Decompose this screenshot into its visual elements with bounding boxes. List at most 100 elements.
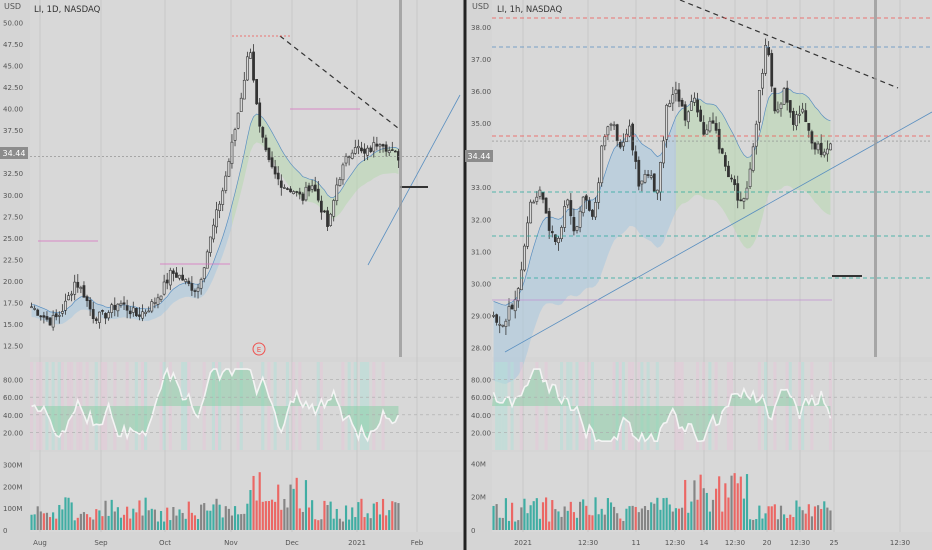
volume-bar [388,510,391,530]
candle-body [88,300,92,310]
volume-bar [619,518,622,530]
osc-zone-bar [587,362,591,450]
left-volume-pane[interactable] [30,452,462,532]
candle-body [634,151,638,162]
y-tick-label: 37.50 [3,127,23,135]
candle-body [64,300,67,311]
candle-body [233,129,237,141]
candle-body [498,323,502,326]
earnings-icon[interactable] [252,342,266,356]
osc-zone-bar [569,362,573,450]
x-tick-label: 12:30 [790,539,810,547]
right-drawings [492,0,932,357]
volume-bar [545,497,548,530]
volume-bar [823,501,826,530]
right-chart-panel[interactable]: 38.0037.0036.0035.0034.0033.0032.0031.00… [465,0,932,547]
y-tick-label: 17.50 [3,299,23,307]
candle-body [563,206,567,228]
volume-bar [662,498,665,530]
left-chart-panel[interactable]: 50.0047.5045.0042.5040.0037.5035.0032.50… [0,0,462,547]
osc-zone-bar [125,362,129,450]
left-price-label: 34.44 [3,149,26,158]
right-oscillator-pane[interactable] [492,362,932,450]
volume-bar [498,517,501,530]
volume-bar [172,507,175,530]
volume-bar [267,501,271,530]
volume-bar [755,519,758,530]
candle-body [298,191,302,195]
volume-bar [230,515,234,530]
volume-bar [721,511,724,530]
ma-cloud-blue [31,204,232,325]
volume-bar [48,517,52,530]
volume-bar [314,519,317,530]
volume-bar [397,503,400,530]
volume-bar [795,500,798,530]
candle-body [754,123,758,147]
candle-body [513,299,517,312]
osc-zone-bar [798,362,802,450]
volume-bar [625,508,628,530]
candle-body [76,281,80,288]
candle-body [615,124,619,142]
volume-bar [745,474,749,530]
osc-zone-bar [646,362,650,450]
candle-body [67,295,70,301]
osc-zone-bar [708,362,712,450]
candle-body [245,56,249,81]
osc-zone-bar [273,362,277,450]
volume-bar [307,507,311,530]
candle-body [581,196,585,214]
volume-bar [320,519,323,530]
volume-bar [560,516,563,530]
osc-zone-bar [615,362,619,450]
candle-body [356,145,360,149]
volume-bar [73,520,76,530]
osc-zone-bar [359,362,363,450]
candle-body [335,184,339,202]
volume-bar [391,501,394,530]
volume-bar [166,507,169,530]
osc-zone-bar [57,362,61,450]
candle-body [782,88,786,105]
y-tick-label: 40.00 [3,106,23,114]
x-tick-label: Oct [159,539,171,547]
osc-signal-line [31,366,400,443]
ma-cloud-blue [493,116,676,384]
volume-bar [264,501,267,530]
candle-body [267,147,271,160]
volume-bar [101,516,104,530]
candle-body [730,177,733,180]
osc-zone-bar [640,362,644,450]
candle-body [655,189,659,194]
volume-bar [270,499,274,530]
osc-zone-bar [285,362,289,450]
candle-body [215,209,218,228]
osc-signal-line [492,368,832,443]
candle-body [560,227,563,240]
candle-body [550,231,554,234]
volume-bar [255,500,258,530]
osc-zone-bar [67,362,71,450]
volume-bar [798,506,801,530]
left-x-axis: Aug Sep Oct Nov Dec 2021 Feb [33,539,424,547]
volume-bar [132,508,135,530]
volume-bar [752,519,755,530]
candle-body [310,185,314,190]
volume-tick-label: 0 [471,527,475,535]
candle-body [350,152,354,159]
volume-bar [58,504,61,530]
left-oscillator-axis: 80.00 60.00 40.00 20.00 [3,377,462,437]
candle-body [825,148,829,155]
candle-body [212,224,215,240]
volume-bar [504,498,507,530]
candle-body [591,209,594,217]
right-volume-axis: 40M 20M 0 [471,460,486,535]
candle-body [45,316,49,320]
candle-body [104,313,107,319]
x-tick-label: 2021 [348,539,366,547]
volume-bar [286,507,289,530]
left-volume-bars [30,472,400,530]
candle-body [125,305,129,311]
candle-body [221,190,225,205]
